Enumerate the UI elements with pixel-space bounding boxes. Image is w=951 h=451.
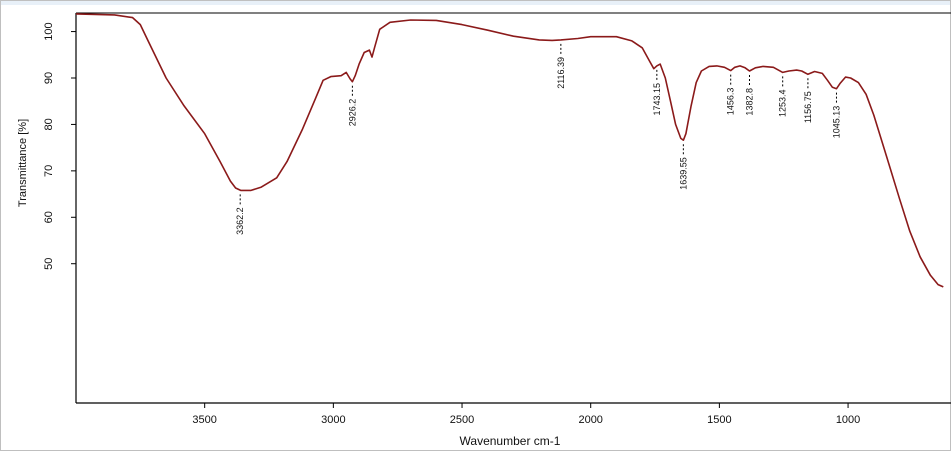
x-tick-label: 1000 xyxy=(836,414,860,426)
x-tick-group: 3500 3000 2500 2000 1500 1000 xyxy=(192,403,860,426)
peak-label: 2116.39 xyxy=(556,57,566,89)
spectrum-line-0 xyxy=(75,13,944,288)
peak-label: 1156.75 xyxy=(803,91,813,123)
top-edge xyxy=(1,1,950,5)
y-tick-label: 80 xyxy=(43,118,55,130)
x-tick-label: 3500 xyxy=(192,414,216,426)
peak-annotation-layer: 3362.2 2926.2 2116.39 1743.15 1639.55 1456.3 1… xyxy=(235,43,841,235)
y-tick-label: 100 xyxy=(43,22,55,40)
peak-label: 1743.15 xyxy=(652,83,662,116)
y-tick-label: 70 xyxy=(43,165,55,177)
peak-label: 1045.13 xyxy=(831,106,841,139)
peak-label: 2926.2 xyxy=(347,99,357,127)
peak-label: 1639.55 xyxy=(678,157,688,190)
x-tick-label: 3000 xyxy=(321,414,345,426)
peak-label: 1253.4 xyxy=(778,89,788,117)
series-layer xyxy=(75,13,944,288)
y-axis-label: Transmittance [%] xyxy=(17,119,29,207)
peak-label: 3362.2 xyxy=(235,207,245,235)
x-tick-label: 1500 xyxy=(707,414,731,426)
y-tick-label: 60 xyxy=(43,211,55,223)
y-tick-label: 90 xyxy=(43,72,55,84)
peak-label: 1382.8 xyxy=(744,88,754,116)
x-tick-label: 2000 xyxy=(578,414,602,426)
y-tick-group: 50 60 70 80 90 100 xyxy=(43,22,76,270)
y-tick-label: 50 xyxy=(43,258,55,270)
x-axis-label: Wavenumber cm-1 xyxy=(460,434,561,448)
x-tick-label: 2500 xyxy=(450,414,474,426)
peak-label: 1456.3 xyxy=(726,88,736,116)
